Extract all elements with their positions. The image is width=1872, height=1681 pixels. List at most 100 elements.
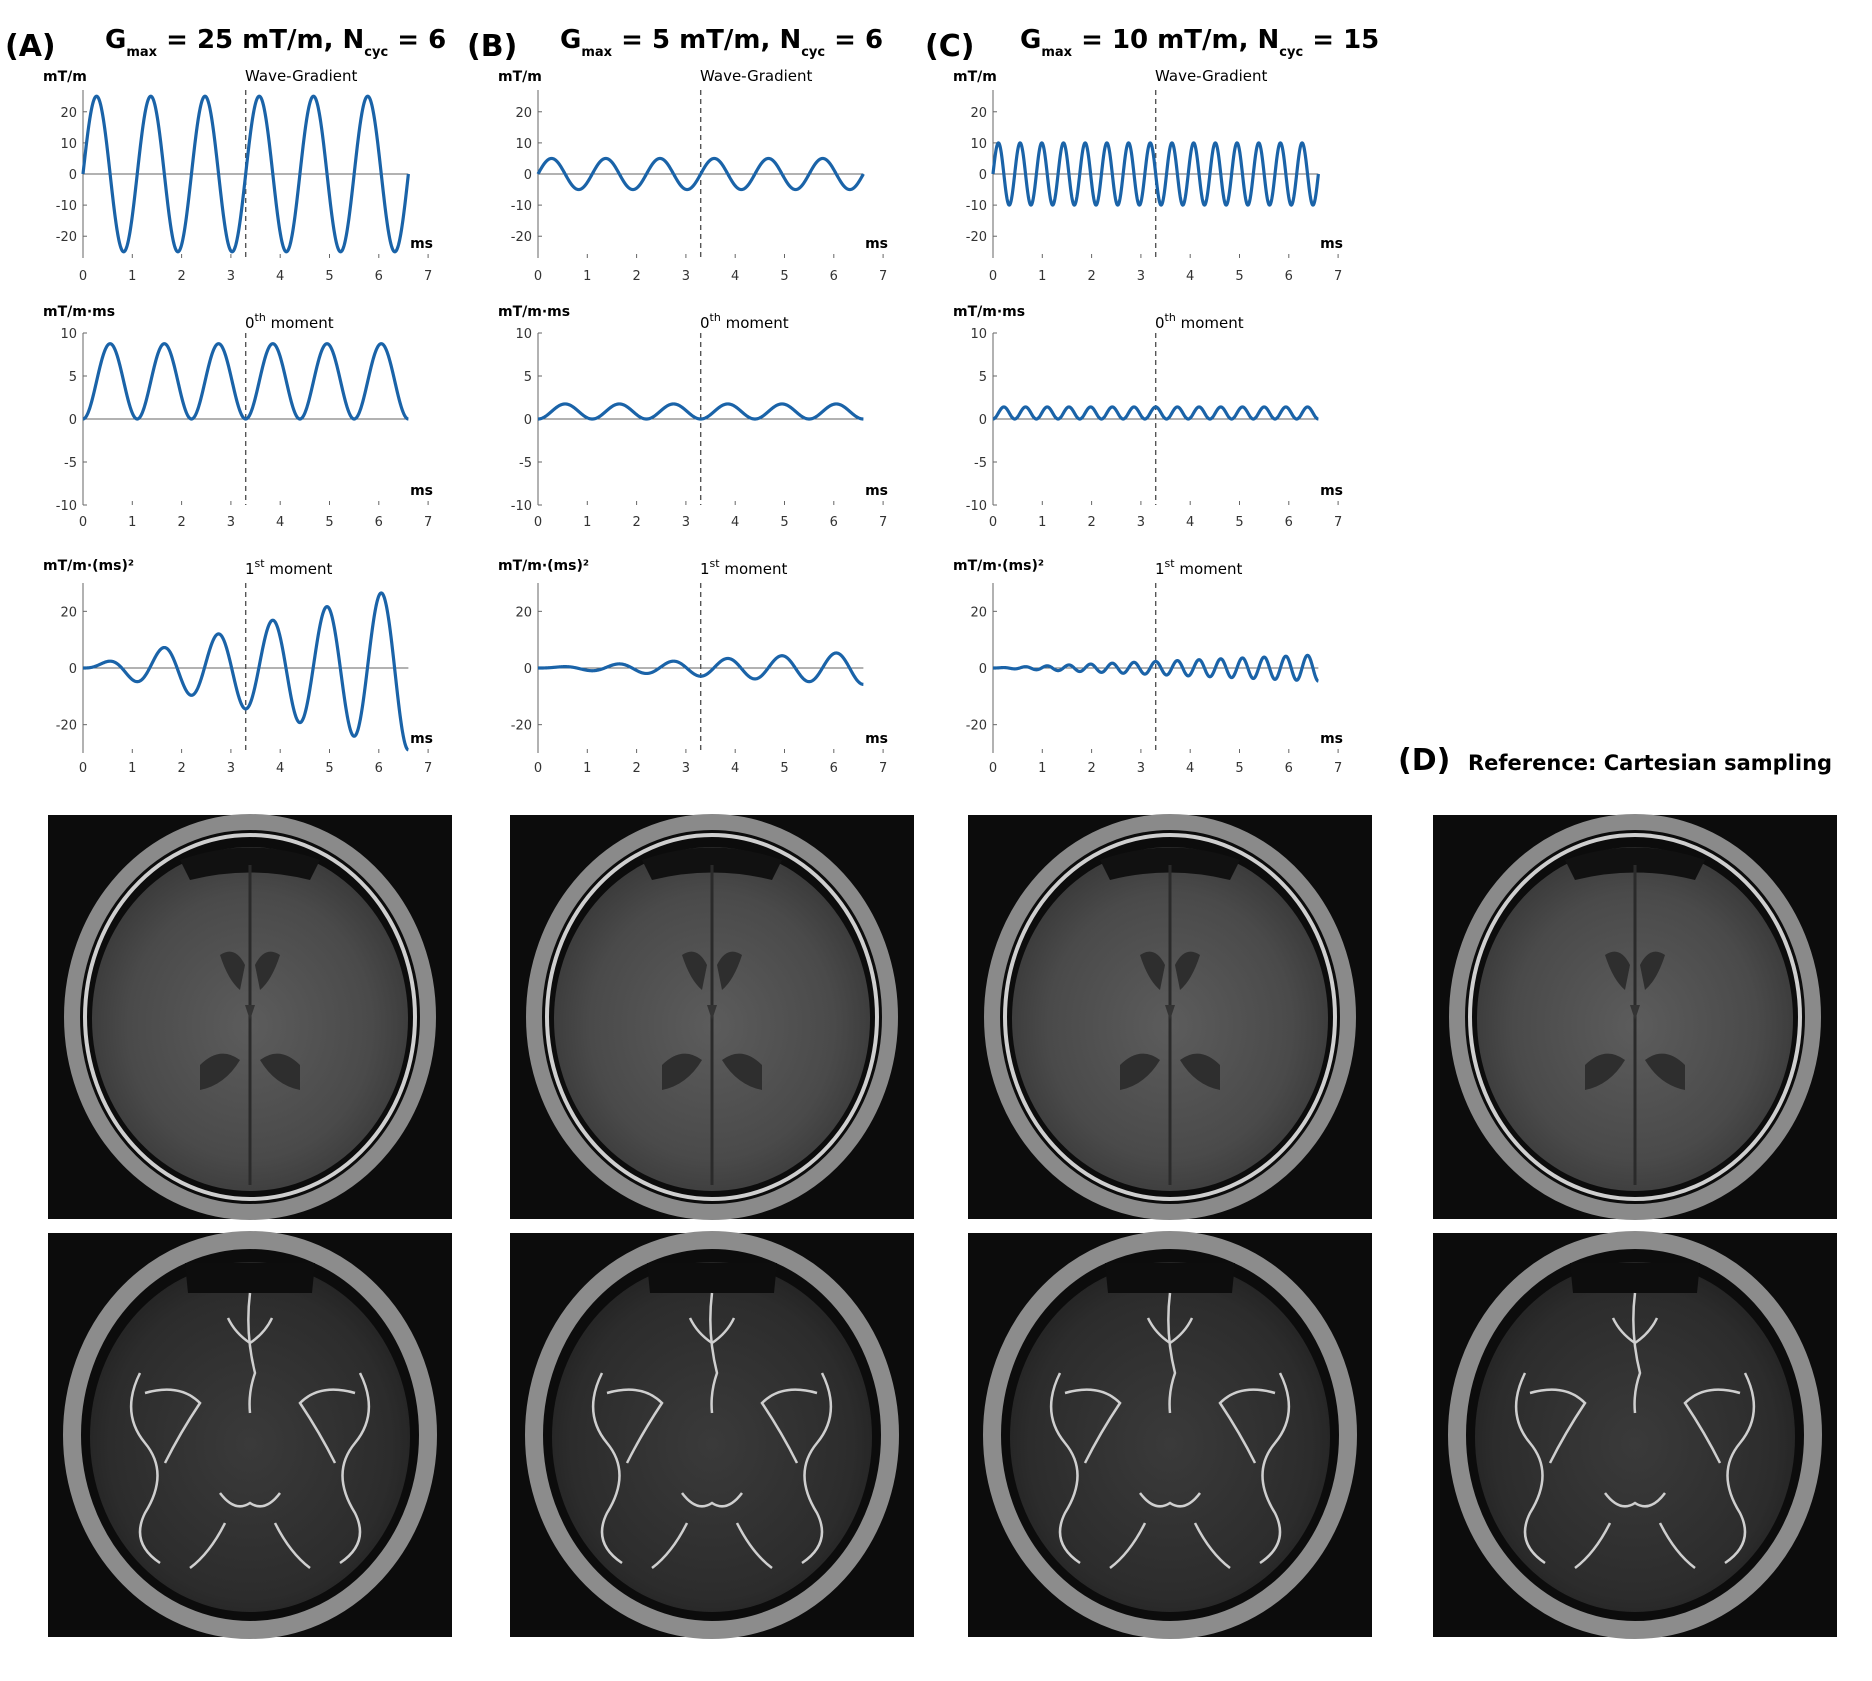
x-tick-label: 6 — [830, 761, 838, 776]
y-tick-label: 20 — [970, 106, 987, 121]
x-tick-label: 5 — [325, 761, 333, 776]
y-tick-label: 5 — [524, 370, 532, 385]
panel-label-c: (C) — [925, 29, 974, 64]
brain-slice — [1457, 822, 1813, 1212]
curve-series — [536, 651, 865, 686]
mri-image-panel-b-angio — [510, 1233, 914, 1637]
x-tick-label: 3 — [682, 761, 690, 776]
x-axis-label: ms — [865, 483, 888, 499]
brain-slice — [534, 1240, 890, 1630]
y-tick-label: 5 — [979, 370, 987, 385]
x-tick-label: 5 — [325, 269, 333, 284]
y-tick-label: 0 — [979, 168, 987, 183]
y-tick-label: 0 — [69, 168, 77, 183]
y-tick-label: -10 — [511, 499, 532, 514]
x-tick-label: 7 — [424, 761, 432, 776]
y-tick-label: 10 — [970, 137, 987, 152]
x-axis-label: ms — [410, 483, 433, 499]
y-tick-label: -5 — [64, 456, 77, 471]
x-tick-label: 5 — [1235, 761, 1243, 776]
curve-series — [81, 342, 410, 421]
y-tick-label: 20 — [60, 106, 77, 121]
plot-b-gradient: 20 10 0 -10 -20 0 1 2 3 4 5 6 7 ms mT/m Wave-Gradient — [498, 67, 888, 284]
y-tick-label: -20 — [966, 230, 987, 245]
x-tick-label: 2 — [632, 269, 640, 284]
x-tick-label: 4 — [276, 269, 284, 284]
curve-series — [991, 405, 1320, 421]
x-tick-label: 6 — [830, 515, 838, 530]
y-tick-label: 10 — [515, 327, 532, 342]
x-tick-label: 5 — [325, 515, 333, 530]
x-tick-label: 2 — [1087, 515, 1095, 530]
x-tick-label: 3 — [1137, 761, 1145, 776]
x-tick-label: 2 — [1087, 761, 1095, 776]
plot-a-moment1: 20 0 -20 0 1 2 3 4 5 6 7 ms mT/m·(ms)² 1st moment — [43, 557, 433, 776]
y-axis-label: mT/m — [953, 69, 997, 85]
plot-title: Wave-Gradient — [245, 67, 358, 85]
x-tick-label: 0 — [534, 761, 542, 776]
plot-title: 0th moment — [245, 311, 334, 332]
brain-slice — [72, 822, 428, 1212]
y-tick-label: -10 — [511, 199, 532, 214]
plot-title: Wave-Gradient — [700, 67, 813, 85]
panel-title-b: Gmax = 5 mT/m, Ncyc = 6 — [560, 25, 883, 60]
x-tick-label: 4 — [731, 761, 739, 776]
x-tick-label: 7 — [424, 269, 432, 284]
x-tick-label: 0 — [534, 515, 542, 530]
y-tick-label: 20 — [970, 605, 987, 620]
y-tick-label: 0 — [69, 413, 77, 428]
x-tick-label: 0 — [79, 269, 87, 284]
mri-image-reference-d-angio — [1433, 1233, 1837, 1637]
x-tick-label: 0 — [534, 269, 542, 284]
x-tick-label: 1 — [1038, 515, 1046, 530]
x-tick-label: 4 — [276, 761, 284, 776]
y-tick-label: -10 — [966, 499, 987, 514]
plot-title: 0th moment — [700, 311, 789, 332]
x-tick-label: 7 — [879, 515, 887, 530]
x-tick-label: 3 — [682, 269, 690, 284]
x-tick-label: 4 — [1186, 269, 1194, 284]
plot-a-gradient: 20 10 0 -10 -20 0 1 2 3 4 5 6 7 ms mT/m Wave-Gradient — [43, 67, 433, 284]
y-axis-label: mT/m — [43, 69, 87, 85]
x-axis-label: ms — [410, 236, 433, 252]
y-tick-label: 0 — [979, 413, 987, 428]
brain-slice — [534, 822, 890, 1212]
panel-label-d: (D) — [1398, 743, 1450, 778]
panel-title-c: Gmax = 10 mT/m, Ncyc = 15 — [1020, 25, 1379, 60]
x-tick-label: 7 — [879, 269, 887, 284]
curve-series — [991, 141, 1320, 207]
x-tick-label: 7 — [1334, 761, 1342, 776]
x-tick-label: 2 — [632, 761, 640, 776]
x-tick-label: 1 — [128, 761, 136, 776]
curve-series — [81, 94, 410, 254]
x-tick-label: 6 — [830, 269, 838, 284]
x-tick-label: 1 — [1038, 269, 1046, 284]
x-axis-label: ms — [865, 731, 888, 747]
x-tick-label: 4 — [1186, 515, 1194, 530]
x-tick-label: 2 — [632, 515, 640, 530]
x-axis-label: ms — [1320, 236, 1343, 252]
mri-image-panel-c-angio — [968, 1233, 1372, 1637]
x-tick-label: 5 — [1235, 269, 1243, 284]
x-tick-label: 7 — [1334, 515, 1342, 530]
x-tick-label: 0 — [989, 269, 997, 284]
plot-title: 1st moment — [1155, 557, 1242, 578]
y-tick-label: 0 — [524, 662, 532, 677]
plot-c-moment1: 20 0 -20 0 1 2 3 4 5 6 7 ms mT/m·(ms)² 1st moment — [953, 557, 1343, 776]
images-layer — [48, 815, 1837, 1637]
curve-series — [536, 402, 865, 421]
y-tick-label: -20 — [56, 230, 77, 245]
plot-title: 1st moment — [700, 557, 787, 578]
y-axis-label: mT/m·ms — [43, 304, 115, 320]
x-tick-label: 0 — [79, 761, 87, 776]
brain-slice — [992, 1240, 1348, 1630]
y-tick-label: 20 — [515, 605, 532, 620]
plot-c-gradient: 20 10 0 -10 -20 0 1 2 3 4 5 6 7 ms mT/m Wave-Gradient — [953, 67, 1343, 284]
y-tick-label: 10 — [515, 137, 532, 152]
y-tick-label: 20 — [60, 605, 77, 620]
brain-slice — [72, 1240, 428, 1630]
x-axis-label: ms — [865, 236, 888, 252]
